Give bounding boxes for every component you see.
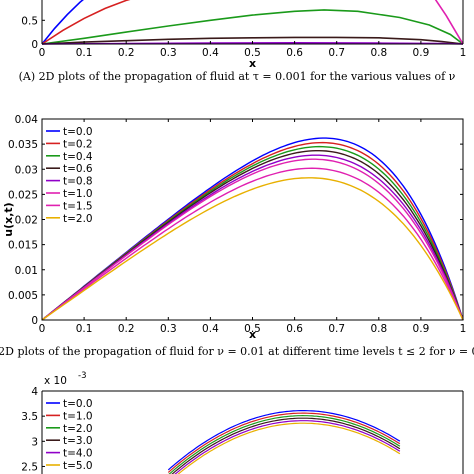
panel-c-legend-label: t=1.0	[63, 410, 93, 422]
panel-c-y-tick-label: 4	[31, 386, 38, 398]
panel-a-y-tick-label: 0.5	[21, 15, 38, 27]
panel-b-x-tick-label: 0.1	[76, 323, 93, 335]
panel-b-legend-label: t=0.2	[63, 138, 93, 150]
panel-a-series-0	[41, 0, 84, 45]
caption-b: (B) 2D plots of the propagation of fluid…	[0, 345, 474, 358]
panel-c-series-t=1.0	[167, 412, 401, 473]
panel-b-series-t=0.4	[41, 145, 464, 321]
panel-a-series-1	[41, 0, 131, 45]
panel-c-series-t=5.0	[177, 422, 401, 474]
panel-b-series-t=0.8	[41, 154, 464, 321]
panel-a-x-tick-label: 0.4	[202, 47, 219, 59]
panel-b-series-t=0.2	[41, 141, 464, 321]
panel-c-y-tick-label: 3	[31, 436, 38, 448]
panel-b-y-axis-label: u(x,t)	[2, 202, 15, 236]
panel-c-series-t=0.0	[167, 410, 401, 471]
panel-b-legend-label: t=0.0	[63, 126, 93, 138]
panel-b-series-t=1.5	[41, 167, 464, 321]
panel-a-x-tick-label: 0.3	[160, 47, 177, 59]
panel-b-x-tick-label: 0.9	[413, 323, 430, 335]
panel-b-x-tick-label: 0.2	[118, 323, 135, 335]
panel-b-series-t=1.0	[41, 158, 464, 321]
panel-b-x-tick-label: 0.3	[160, 323, 177, 335]
panel-b-x-tick-label: 0.7	[328, 323, 345, 335]
panel-c-series-t=2.0	[168, 414, 401, 474]
panel-a-x-axis-label: x	[249, 57, 256, 70]
panel-c-legend-label: t=4.0	[63, 448, 93, 460]
panel-b-y-tick-label: 0.035	[8, 139, 38, 151]
panel-c-legend-label: t=2.0	[63, 423, 93, 435]
panel-c-y-tick-label: 3.5	[21, 411, 38, 423]
panel-b-x-tick-label: 1	[460, 323, 467, 335]
panel-b-y-tick-label: 0.025	[8, 189, 38, 201]
panel-b-legend-label: t=0.8	[63, 176, 93, 188]
panel-a-x-tick-label: 0.7	[328, 47, 345, 59]
panel-b-x-axis-label: x	[249, 328, 256, 341]
panel-b-legend-label: t=2.0	[63, 213, 93, 225]
panel-b-legend-label: t=0.6	[63, 163, 93, 175]
panel-a-x-tick-label: 0.6	[286, 47, 303, 59]
panel-b-legend-label: t=1.5	[63, 200, 93, 212]
panel-b-series-t=0.6	[41, 150, 464, 321]
panel-a-series-5	[434, 0, 464, 45]
panel-a-series-2	[41, 9, 464, 45]
panel-b-y-tick-label: 0.04	[15, 114, 39, 126]
caption-a: (A) 2D plots of the propagation of fluid…	[19, 70, 456, 83]
panel-c-series-t=4.0	[174, 420, 401, 474]
panel-b-x-tick-label: 0.5	[244, 323, 261, 335]
panel-c-y-multiplier: x 10	[44, 375, 67, 387]
panel-c-legend-label: t=5.0	[63, 460, 93, 472]
panel-a-chart: 0 0.1 0.2 0.3 0.4 0.5 0.6 0.7 0.8 0.9 100.5x	[21, 0, 466, 70]
panel-b-series-t=2.0	[41, 177, 464, 321]
panel-a-x-tick-label: 0	[39, 47, 46, 59]
panel-b-y-tick-label: 0.02	[15, 215, 38, 227]
panel-b-y-tick-label: 0.01	[15, 265, 38, 277]
panel-b-x-tick-label: 0	[39, 323, 46, 335]
panel-b-y-tick-label: 0.005	[8, 290, 38, 302]
panel-a-x-tick-label: 0.5	[244, 47, 261, 59]
panel-c-legend-label: t=0.0	[63, 398, 93, 410]
panel-a-x-tick-label: 0.1	[76, 47, 93, 59]
panel-a-x-tick-label: 0.9	[413, 47, 430, 59]
panel-c-y-tick-label: 2.5	[21, 461, 38, 473]
panel-a-x-tick-label: 1	[460, 47, 467, 59]
panel-b-y-tick-label: 0	[31, 315, 38, 327]
panel-b-legend-label: t=0.4	[63, 151, 93, 163]
panel-b-y-tick-label: 0.03	[15, 164, 38, 176]
panel-b-x-tick-label: 0.4	[202, 323, 219, 335]
panel-b-y-tick-label: 0.015	[8, 240, 38, 252]
panel-c-legend-label: t=3.0	[63, 435, 93, 447]
panel-a-x-tick-label: 0.2	[118, 47, 135, 59]
panel-a-series-3	[41, 36, 464, 45]
panel-b-x-tick-label: 0.8	[370, 323, 387, 335]
panel-c-series-t=3.0	[171, 417, 401, 474]
panel-c-chart: 2.5 3 3.5 4 x 10 -3 t=0.0t=1.0t=2.0t=3.0t=4.0t…	[21, 371, 464, 474]
panel-b-chart: 0 0.1 0.2 0.3 0.4 0.5 0.6 0.7 0.8 0.9 1 0 0.005 0.01 0…	[2, 114, 466, 341]
panel-b-legend-label: t=1.0	[63, 188, 93, 200]
panel-a-y-tick-label: 0	[31, 39, 38, 51]
panel-c-y-exponent: -3	[78, 371, 86, 381]
panel-b-x-tick-label: 0.6	[286, 323, 303, 335]
panel-a-x-tick-label: 0.8	[370, 47, 387, 59]
